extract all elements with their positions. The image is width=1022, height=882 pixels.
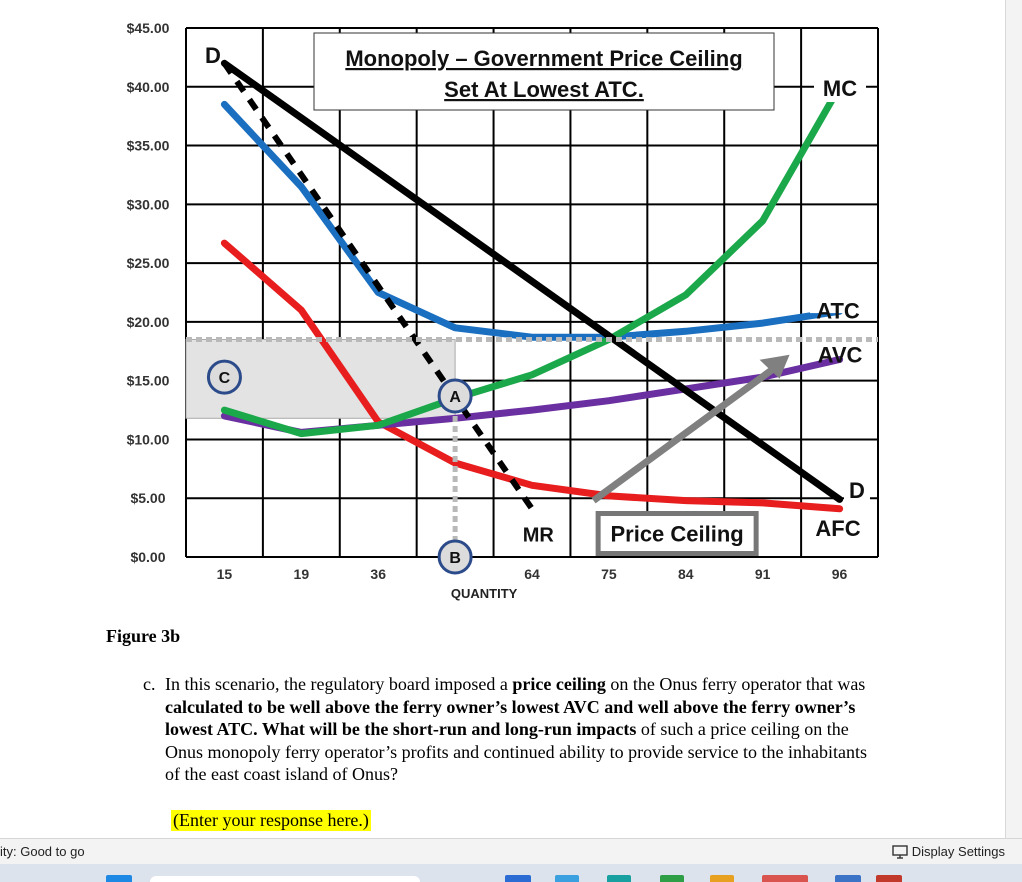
curve-label-mr: MR [523, 525, 555, 547]
question-run: In this scenario, the regulatory board i… [165, 674, 513, 694]
point-marker-label: A [449, 389, 461, 406]
search-box[interactable] [150, 876, 420, 882]
y-tick-label: $45.00 [127, 20, 170, 36]
y-tick-label: $0.00 [130, 549, 165, 565]
app-icon-4[interactable] [660, 875, 684, 882]
series-line-mr [221, 61, 535, 511]
x-tick-label: 91 [755, 566, 771, 582]
point-marker-label: C [219, 370, 231, 387]
display-settings-button[interactable]: Display Settings [892, 844, 1005, 859]
response-field[interactable]: (Enter your response here.) [171, 810, 371, 831]
callout-arrow-shaft [591, 362, 781, 504]
label-bg [844, 477, 870, 508]
app-icon-1[interactable] [505, 875, 531, 882]
vertical-scrollbar[interactable] [1005, 0, 1022, 838]
point-marker-c [206, 359, 242, 395]
question-c: c. In this scenario, the regulatory boar… [143, 673, 883, 784]
app-icon-8[interactable] [876, 875, 902, 882]
curve-label-avc: AVC [818, 342, 863, 367]
y-tick-label: $35.00 [127, 138, 170, 154]
callout-arrow-head [759, 354, 790, 379]
point-marker-a [437, 378, 473, 414]
app-icon-3[interactable] [607, 875, 631, 882]
x-axis-label: QUANTITY [451, 586, 518, 601]
x-tick-label: 36 [370, 566, 386, 582]
y-tick-label: $30.00 [127, 196, 170, 212]
y-tick-label: $20.00 [127, 314, 170, 330]
question-run: of such a price ceiling on the Onus mono… [165, 719, 868, 784]
curve-label-afc: AFC [815, 516, 860, 541]
y-tick-label: $10.00 [127, 431, 170, 447]
accessibility-status[interactable]: ity: Good to go [0, 844, 85, 859]
question-run: on the Onus ferry operator that was [605, 674, 866, 694]
figure-caption: Figure 3b [106, 626, 181, 646]
monopoly-chart-figure: $0.00 $5.00 $10.00 $15.00 $20.00 $25.00 $30.00… [108, 12, 890, 610]
x-tick-label: 84 [678, 566, 694, 582]
y-tick-label: $15.00 [127, 373, 170, 389]
question-run: calculated to be well above the ferry ow… [165, 696, 856, 740]
series-line-mc [220, 83, 844, 438]
x-tick-label: 64 [524, 566, 540, 582]
title-box [313, 32, 775, 111]
series-line-afc [220, 239, 844, 513]
x-tick-label: 15 [217, 566, 233, 582]
question-label: c. [143, 674, 156, 694]
x-tick-label: 96 [832, 566, 848, 582]
y-tick-label: $5.00 [130, 490, 165, 506]
chart-title-line: Set At Lowest ATC. [444, 77, 644, 102]
price-ceiling-callout-box [595, 511, 759, 557]
curve-label-mc: MC [823, 76, 857, 101]
point-marker-label: B [449, 550, 461, 567]
x-tick-label: 75 [601, 566, 617, 582]
y-tick-label: $40.00 [127, 79, 170, 95]
point-marker-b [437, 539, 473, 575]
taskbar [0, 864, 1022, 882]
app-icon-2[interactable] [555, 875, 579, 882]
status-bar: ity: Good to go Display Settings [0, 838, 1022, 864]
label-bg [810, 283, 866, 314]
display-settings-label: Display Settings [911, 844, 1005, 859]
y-tick-label: $25.00 [127, 255, 170, 271]
question-text: In this scenario, the regulatory board i… [165, 673, 885, 786]
app-icon-6[interactable] [762, 875, 808, 882]
label-bg [814, 72, 866, 102]
monitor-icon [892, 844, 908, 859]
chart-svg: $0.00 $5.00 $10.00 $15.00 $20.00 $25.00 $30.00… [127, 20, 879, 601]
curve-label-d_top: D [205, 43, 221, 68]
label-bg [810, 517, 866, 548]
x-tick-label: 19 [294, 566, 310, 582]
series-line-d [220, 59, 844, 503]
app-icon-7[interactable] [835, 875, 861, 882]
curve-label-atc: ATC [816, 298, 860, 323]
question-run: price ceiling [512, 674, 606, 694]
document-page: $0.00 $5.00 $10.00 $15.00 $20.00 $25.00 $30.00… [106, 12, 890, 831]
chart-title-line: Monopoly – Government Price Ceiling [345, 46, 742, 71]
app-icon-5[interactable] [710, 875, 734, 882]
start-icon[interactable] [106, 875, 132, 882]
curve-label-d_bottom: D [849, 478, 865, 503]
price-ceiling-callout-label: Price Ceiling [610, 522, 743, 547]
